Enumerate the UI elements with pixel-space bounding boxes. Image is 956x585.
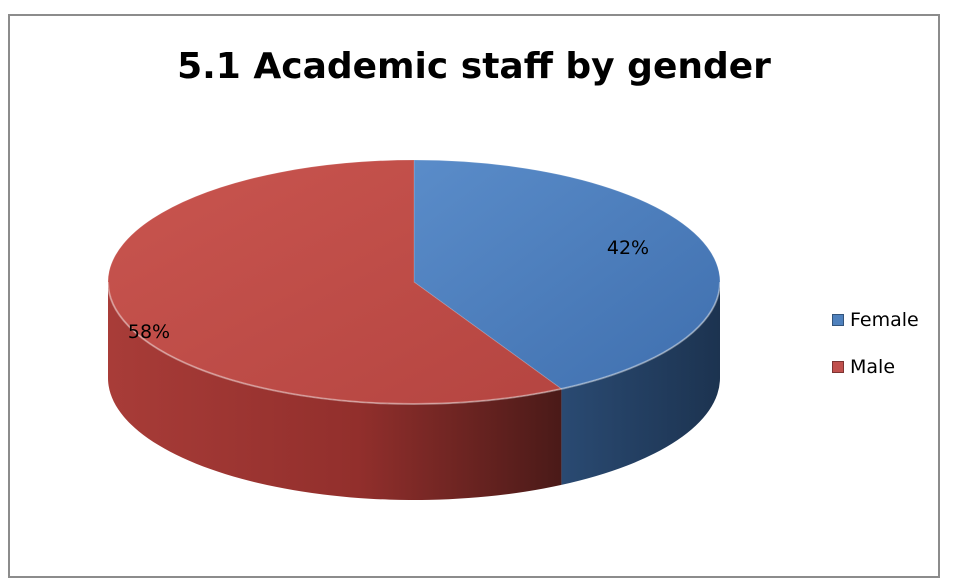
pie-sides — [108, 282, 720, 501]
pie-rim-highlight — [107, 281, 721, 405]
pie-side-male — [108, 282, 562, 501]
chart-title: 5.1 Academic staff by gender — [177, 46, 771, 87]
pie-slice-male — [107, 159, 563, 405]
legend-item-female: Female — [832, 308, 919, 332]
legend-label-male: Male — [850, 356, 896, 378]
legend-swatch-male — [832, 361, 844, 373]
legend-label-female: Female — [850, 309, 919, 331]
pie-slice-female — [413, 159, 721, 390]
data-label-male: 58% — [128, 321, 170, 343]
pie-tops — [107, 159, 721, 405]
data-label-female: 42% — [607, 237, 649, 259]
legend-swatch-female — [832, 314, 844, 326]
legend: Female Male — [832, 308, 919, 402]
pie-labels: 42% 58% — [128, 237, 649, 343]
legend-item-male: Male — [832, 355, 919, 379]
pie-side-female — [561, 282, 720, 485]
